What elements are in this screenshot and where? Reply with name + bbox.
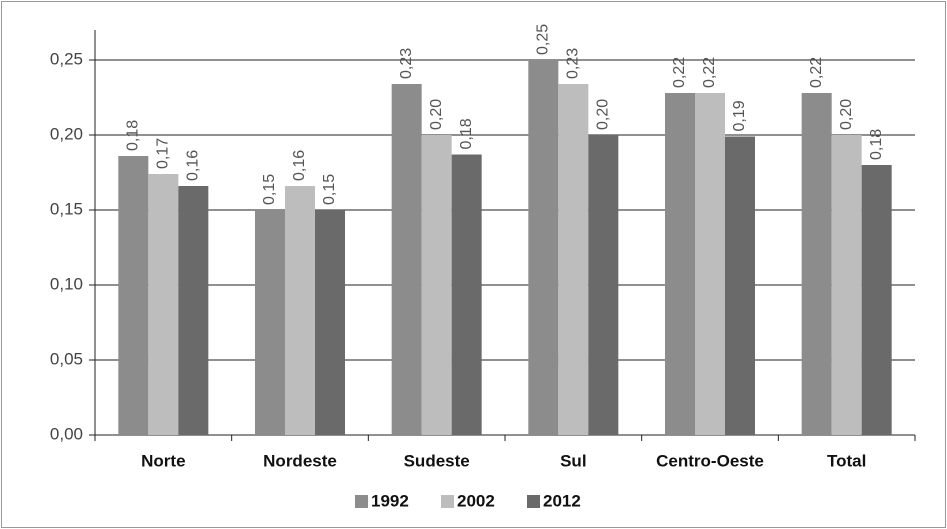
y-tick-label: 0,00 (50, 424, 83, 443)
y-tick-label: 0,10 (50, 274, 83, 293)
bar (695, 93, 725, 435)
bar (421, 135, 452, 435)
x-tick-label: Total (827, 451, 866, 470)
x-tick-label: Centro-Oeste (656, 451, 764, 470)
x-tick-label: Sul (560, 451, 586, 470)
x-tick-label: Sudeste (404, 451, 470, 470)
bar (558, 84, 589, 435)
bar (588, 135, 619, 435)
y-tick-label: 0,05 (50, 349, 83, 368)
bar (391, 84, 422, 435)
value-label: 0,17 (155, 138, 172, 169)
legend-swatch (355, 495, 368, 508)
value-label: 0,19 (731, 100, 748, 131)
value-label: 0,16 (185, 150, 202, 181)
y-tick-label: 0,15 (50, 199, 83, 218)
value-label: 0,20 (595, 99, 612, 130)
bar (831, 135, 862, 435)
value-label: 0,15 (321, 174, 338, 205)
value-label: 0,23 (565, 48, 582, 79)
legend-swatch (527, 495, 540, 508)
value-label: 0,22 (808, 57, 825, 88)
value-label: 0,16 (291, 150, 308, 181)
bar (285, 186, 315, 435)
bar (178, 186, 209, 435)
value-label: 0,20 (428, 99, 445, 130)
legend-label: 2002 (457, 491, 495, 510)
value-label: 0,22 (671, 57, 688, 88)
y-tick-label: 0,20 (50, 124, 83, 143)
legend-label: 1992 (371, 491, 409, 510)
bar (801, 93, 832, 435)
value-label: 0,25 (535, 24, 552, 55)
bar (665, 93, 695, 435)
value-label: 0,18 (125, 120, 142, 151)
x-tick-label: Norte (141, 451, 185, 470)
y-tick-label: 0,25 (50, 49, 83, 68)
bar (725, 136, 755, 435)
bar (255, 210, 285, 435)
bar (528, 60, 559, 435)
value-label: 0,15 (261, 174, 278, 205)
value-label: 0,18 (868, 129, 885, 160)
bar (118, 156, 149, 435)
value-label: 0,23 (398, 48, 415, 79)
value-label: 0,18 (458, 118, 475, 149)
bar (451, 154, 482, 435)
bar (315, 210, 345, 435)
bar (861, 165, 892, 435)
legend-swatch (441, 495, 454, 508)
value-label: 0,22 (701, 57, 718, 88)
value-label: 0,20 (838, 99, 855, 130)
x-tick-label: Nordeste (263, 451, 337, 470)
bar (148, 174, 179, 435)
legend-label: 2012 (543, 491, 581, 510)
